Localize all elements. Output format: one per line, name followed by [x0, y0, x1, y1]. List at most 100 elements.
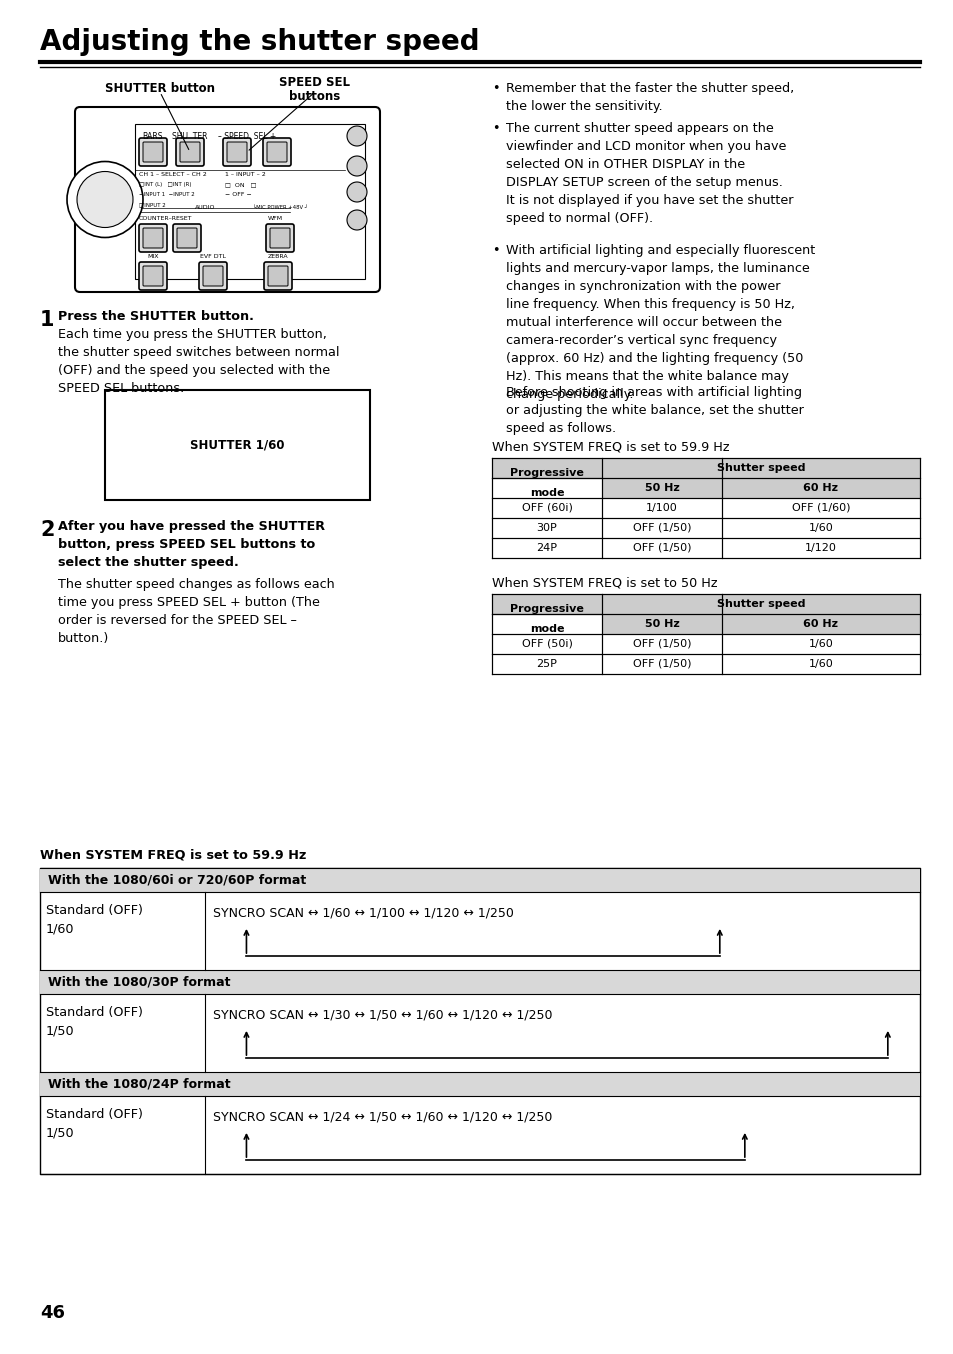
- Text: •: •: [492, 244, 499, 257]
- Text: □INT (L)   □INT (R): □INT (L) □INT (R): [139, 181, 192, 187]
- Text: – SPEED  SEL +: – SPEED SEL +: [217, 131, 275, 141]
- FancyBboxPatch shape: [139, 263, 167, 290]
- Text: Adjusting the shutter speed: Adjusting the shutter speed: [40, 28, 479, 56]
- FancyBboxPatch shape: [223, 138, 251, 167]
- Text: SPEED SEL: SPEED SEL: [279, 76, 350, 89]
- Text: With the 1080/30P format: With the 1080/30P format: [48, 975, 231, 988]
- Text: −INPUT 1  −INPUT 2: −INPUT 1 −INPUT 2: [139, 192, 194, 196]
- Text: AUDIO: AUDIO: [194, 204, 215, 210]
- FancyBboxPatch shape: [177, 227, 196, 248]
- Text: 50 Hz: 50 Hz: [644, 619, 679, 630]
- Text: Each time you press the SHUTTER button,
the shutter speed switches between norma: Each time you press the SHUTTER button, …: [58, 328, 339, 395]
- Text: SHU  TER: SHU TER: [172, 131, 208, 141]
- Text: 1 – INPUT – 2: 1 – INPUT – 2: [225, 172, 266, 177]
- Text: •: •: [492, 122, 499, 135]
- Text: Standard (OFF)
1/50: Standard (OFF) 1/50: [46, 1108, 143, 1140]
- Text: EVF DTL: EVF DTL: [200, 255, 226, 259]
- Text: OFF (50i): OFF (50i): [521, 639, 572, 649]
- Text: mode: mode: [529, 624, 563, 634]
- Text: 25P: 25P: [536, 659, 557, 669]
- Text: When SYSTEM FREQ is set to 59.9 Hz: When SYSTEM FREQ is set to 59.9 Hz: [40, 848, 306, 861]
- Text: SYNCRO SCAN ↔ 1/24 ↔ 1/50 ↔ 1/60 ↔ 1/120 ↔ 1/250: SYNCRO SCAN ↔ 1/24 ↔ 1/50 ↔ 1/60 ↔ 1/120…: [213, 1110, 552, 1122]
- Text: When SYSTEM FREQ is set to 59.9 Hz: When SYSTEM FREQ is set to 59.9 Hz: [492, 440, 729, 454]
- FancyBboxPatch shape: [139, 138, 167, 167]
- Text: When SYSTEM FREQ is set to 50 Hz: When SYSTEM FREQ is set to 50 Hz: [492, 575, 717, 589]
- Circle shape: [347, 210, 367, 230]
- Text: Standard (OFF)
1/50: Standard (OFF) 1/50: [46, 1006, 143, 1039]
- FancyBboxPatch shape: [199, 263, 227, 290]
- Text: OFF (1/50): OFF (1/50): [632, 523, 691, 533]
- FancyBboxPatch shape: [227, 142, 247, 162]
- FancyBboxPatch shape: [175, 138, 204, 167]
- Text: OFF (1/50): OFF (1/50): [632, 659, 691, 669]
- Text: Progressive: Progressive: [510, 468, 583, 478]
- FancyBboxPatch shape: [266, 223, 294, 252]
- FancyBboxPatch shape: [75, 107, 379, 292]
- FancyBboxPatch shape: [264, 263, 292, 290]
- FancyBboxPatch shape: [270, 227, 290, 248]
- Bar: [492, 458, 919, 478]
- Text: 60 Hz: 60 Hz: [802, 483, 838, 493]
- Text: mode: mode: [529, 487, 563, 498]
- Text: ZEBRA: ZEBRA: [268, 255, 288, 259]
- Text: Press the SHUTTER button.: Press the SHUTTER button.: [58, 310, 253, 324]
- FancyBboxPatch shape: [143, 227, 163, 248]
- Text: OFF (60i): OFF (60i): [521, 502, 572, 513]
- Circle shape: [347, 156, 367, 176]
- Text: 2: 2: [40, 520, 54, 540]
- Text: CH 1 – SELECT – CH 2: CH 1 – SELECT – CH 2: [139, 172, 207, 177]
- Text: SHUTTER button: SHUTTER button: [105, 83, 214, 95]
- Text: SYNCRO SCAN ↔ 1/60 ↔ 1/100 ↔ 1/120 ↔ 1/250: SYNCRO SCAN ↔ 1/60 ↔ 1/100 ↔ 1/120 ↔ 1/2…: [213, 906, 514, 919]
- Text: Remember that the faster the shutter speed,
the lower the sensitivity.: Remember that the faster the shutter spe…: [505, 83, 794, 112]
- Text: With the 1080/60i or 720/60P format: With the 1080/60i or 720/60P format: [48, 873, 306, 887]
- Text: The shutter speed changes as follows each
time you press SPEED SEL + button (The: The shutter speed changes as follows eac…: [58, 578, 335, 645]
- Text: WFM: WFM: [268, 217, 283, 221]
- Bar: [40, 868, 919, 892]
- Text: COUNTER–RESET: COUNTER–RESET: [139, 217, 193, 221]
- Text: 30P: 30P: [536, 523, 557, 533]
- Bar: [40, 868, 919, 1174]
- Circle shape: [347, 126, 367, 146]
- Bar: [601, 478, 919, 498]
- Bar: [601, 613, 919, 634]
- FancyBboxPatch shape: [172, 223, 201, 252]
- Bar: [135, 125, 365, 279]
- Text: 1/100: 1/100: [645, 502, 678, 513]
- Text: 1: 1: [40, 310, 54, 330]
- Text: 46: 46: [40, 1304, 65, 1322]
- FancyBboxPatch shape: [143, 142, 163, 162]
- Text: BARS: BARS: [143, 131, 163, 141]
- Text: 1/120: 1/120: [804, 543, 836, 552]
- Text: □  ON   □: □ ON □: [225, 181, 256, 187]
- Text: OFF (1/60): OFF (1/60): [791, 502, 849, 513]
- FancyBboxPatch shape: [268, 265, 288, 286]
- Text: 1/60: 1/60: [808, 639, 833, 649]
- Text: 1/60: 1/60: [808, 523, 833, 533]
- Text: The current shutter speed appears on the
viewfinder and LCD monitor when you hav: The current shutter speed appears on the…: [505, 122, 793, 225]
- Text: With artificial lighting and especially fluorescent
lights and mercury-vapor lam: With artificial lighting and especially …: [505, 244, 815, 401]
- Text: 50 Hz: 50 Hz: [644, 483, 679, 493]
- Text: MIX: MIX: [147, 255, 158, 259]
- Text: 60 Hz: 60 Hz: [802, 619, 838, 630]
- Text: SYNCRO SCAN ↔ 1/30 ↔ 1/50 ↔ 1/60 ↔ 1/120 ↔ 1/250: SYNCRO SCAN ↔ 1/30 ↔ 1/50 ↔ 1/60 ↔ 1/120…: [213, 1007, 552, 1021]
- Text: Shutter speed: Shutter speed: [716, 463, 804, 473]
- FancyBboxPatch shape: [263, 138, 291, 167]
- Text: SHUTTER 1/60: SHUTTER 1/60: [190, 439, 284, 451]
- Bar: [105, 390, 370, 500]
- Text: •: •: [492, 83, 499, 95]
- Text: 24P: 24P: [536, 543, 557, 552]
- FancyBboxPatch shape: [267, 142, 287, 162]
- Text: Shutter speed: Shutter speed: [716, 598, 804, 609]
- Text: OFF (1/50): OFF (1/50): [632, 639, 691, 649]
- Circle shape: [77, 172, 132, 227]
- FancyBboxPatch shape: [203, 265, 223, 286]
- Text: After you have pressed the SHUTTER
button, press SPEED SEL buttons to
select the: After you have pressed the SHUTTER butto…: [58, 520, 325, 569]
- Text: Standard (OFF)
1/60: Standard (OFF) 1/60: [46, 904, 143, 936]
- Circle shape: [347, 181, 367, 202]
- Text: − OFF −: − OFF −: [225, 192, 252, 196]
- Bar: [492, 594, 919, 613]
- Bar: [40, 1072, 919, 1095]
- FancyBboxPatch shape: [180, 142, 200, 162]
- Text: □INPUT 2: □INPUT 2: [139, 202, 166, 207]
- Text: 1/60: 1/60: [808, 659, 833, 669]
